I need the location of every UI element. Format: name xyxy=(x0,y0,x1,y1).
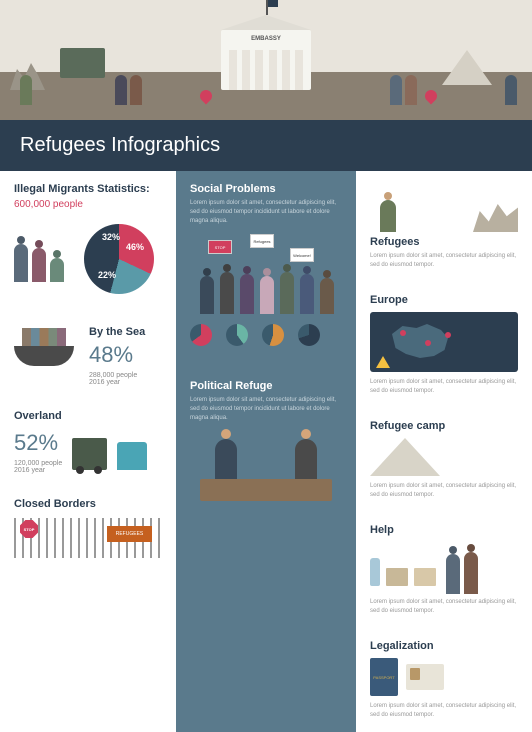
protest-illustration: STOP Refugees Welcome! xyxy=(190,234,342,314)
protest-sign: Welcome! xyxy=(290,248,314,262)
political-section: Political Refuge Lorem ipsum dolor sit a… xyxy=(176,368,356,513)
camp-heading: Refugee camp xyxy=(370,420,518,432)
box-icon xyxy=(414,568,436,586)
stats-pie-chart: 46% 32% 22% xyxy=(84,224,154,294)
person-icon xyxy=(20,75,32,105)
europe-section: Europe Lorem ipsum dolor sit amet, conse… xyxy=(356,282,532,408)
boat-illustration xyxy=(14,326,79,366)
overland-count: 120,000 people xyxy=(14,460,62,467)
map-pin-icon xyxy=(425,340,431,346)
legal-section: Legalization PASSPORT Lorem ipsum dolor … xyxy=(356,628,532,732)
overland-percent: 52% xyxy=(14,430,62,456)
legal-heading: Legalization xyxy=(370,640,518,652)
fence-illustration: STOP REFUGEES xyxy=(14,518,162,558)
map-pin-icon xyxy=(400,330,406,336)
tent-icon xyxy=(370,438,440,476)
overland-year: 2016 year xyxy=(14,467,62,474)
mini-pie xyxy=(190,324,212,346)
pie-label: 22% xyxy=(98,270,116,280)
protest-sign: STOP xyxy=(208,240,232,254)
europe-heading: Europe xyxy=(370,294,518,306)
id-card-icon xyxy=(406,664,444,690)
refugees-heading: Refugees xyxy=(370,236,518,248)
supplies-illustration xyxy=(370,546,436,586)
mini-pie xyxy=(262,324,284,346)
sea-section: By the Sea 48% 288,000 people 2016 year xyxy=(0,314,176,398)
map-pin-icon xyxy=(423,88,440,105)
tent-icon xyxy=(442,50,492,85)
truck-icon xyxy=(60,48,105,78)
sea-year: 2016 year xyxy=(89,379,145,386)
sea-heading: By the Sea xyxy=(89,326,145,338)
sea-count: 288,000 people xyxy=(89,372,145,379)
content-grid: Illegal Migrants Statistics: 600,000 peo… xyxy=(0,171,532,732)
flag-icon xyxy=(266,0,268,15)
map-pin-icon xyxy=(198,88,215,105)
pie-label: 32% xyxy=(102,232,120,242)
person-icon xyxy=(295,439,317,479)
camp-section: Refugee camp Lorem ipsum dolor sit amet,… xyxy=(356,408,532,512)
refugees-text: Lorem ipsum dolor sit amet, consectetur … xyxy=(370,252,518,270)
social-text: Lorem ipsum dolor sit amet, consectetur … xyxy=(190,199,342,226)
camp-text: Lorem ipsum dolor sit amet, consectetur … xyxy=(370,482,518,500)
person-icon xyxy=(390,75,402,105)
left-column: Illegal Migrants Statistics: 600,000 peo… xyxy=(0,171,176,732)
train-icon xyxy=(117,442,147,470)
person-icon xyxy=(505,75,517,105)
protest-sign: Refugees xyxy=(250,234,274,248)
help-text: Lorem ipsum dolor sit amet, consectetur … xyxy=(370,598,518,616)
bottle-icon xyxy=(370,558,380,586)
page-title: Refugees Infographics xyxy=(0,120,532,171)
refugees-sign: REFUGEES xyxy=(107,526,152,542)
migrants-illustration xyxy=(14,222,74,282)
debris-icon xyxy=(473,197,518,232)
desk-illustration xyxy=(190,431,342,501)
social-section: Social Problems Lorem ipsum dolor sit am… xyxy=(176,171,356,368)
map-pin-icon xyxy=(445,332,451,338)
refugees-section: Refugees Lorem ipsum dolor sit amet, con… xyxy=(356,171,532,282)
stop-sign-icon: STOP xyxy=(20,520,38,538)
overland-section: Overland 52% 120,000 people 2016 year xyxy=(0,398,176,486)
political-text: Lorem ipsum dolor sit amet, consectetur … xyxy=(190,396,342,423)
warning-icon xyxy=(376,356,390,368)
hero-illustration: EMBASSY xyxy=(0,0,532,120)
helpers-illustration xyxy=(446,544,478,594)
stats-section: Illegal Migrants Statistics: 600,000 peo… xyxy=(0,171,176,314)
borders-section: Closed Borders STOP REFUGEES xyxy=(0,486,176,570)
political-heading: Political Refuge xyxy=(190,380,342,392)
person-icon xyxy=(115,75,127,105)
mini-pie xyxy=(226,324,248,346)
europe-map xyxy=(370,312,518,372)
borders-heading: Closed Borders xyxy=(14,498,162,510)
sea-percent: 48% xyxy=(89,342,145,368)
embassy-label: EMBASSY xyxy=(251,36,281,42)
box-icon xyxy=(386,568,408,586)
pie-label: 46% xyxy=(126,242,144,252)
passport-icon: PASSPORT xyxy=(370,658,398,696)
refugees-illustration xyxy=(370,187,518,232)
mini-charts xyxy=(190,324,342,346)
help-heading: Help xyxy=(370,524,518,536)
person-icon xyxy=(130,75,142,105)
truck-icon xyxy=(72,438,107,470)
person-icon xyxy=(215,439,237,479)
embassy-building: EMBASSY xyxy=(221,30,311,90)
social-heading: Social Problems xyxy=(190,183,342,195)
europe-text: Lorem ipsum dolor sit amet, consectetur … xyxy=(370,378,518,396)
overland-heading: Overland xyxy=(14,410,162,422)
help-section: Help Lorem ipsum dolor sit amet, consect… xyxy=(356,512,532,628)
legal-text: Lorem ipsum dolor sit amet, consectetur … xyxy=(370,702,518,720)
right-column: Refugees Lorem ipsum dolor sit amet, con… xyxy=(356,171,532,732)
legal-illustration: PASSPORT xyxy=(370,658,518,696)
person-icon xyxy=(380,200,396,232)
mini-pie xyxy=(298,324,320,346)
stats-subtitle: 600,000 people xyxy=(14,199,162,210)
middle-column: Social Problems Lorem ipsum dolor sit am… xyxy=(176,171,356,732)
person-icon xyxy=(405,75,417,105)
stats-heading: Illegal Migrants Statistics: xyxy=(14,183,162,195)
